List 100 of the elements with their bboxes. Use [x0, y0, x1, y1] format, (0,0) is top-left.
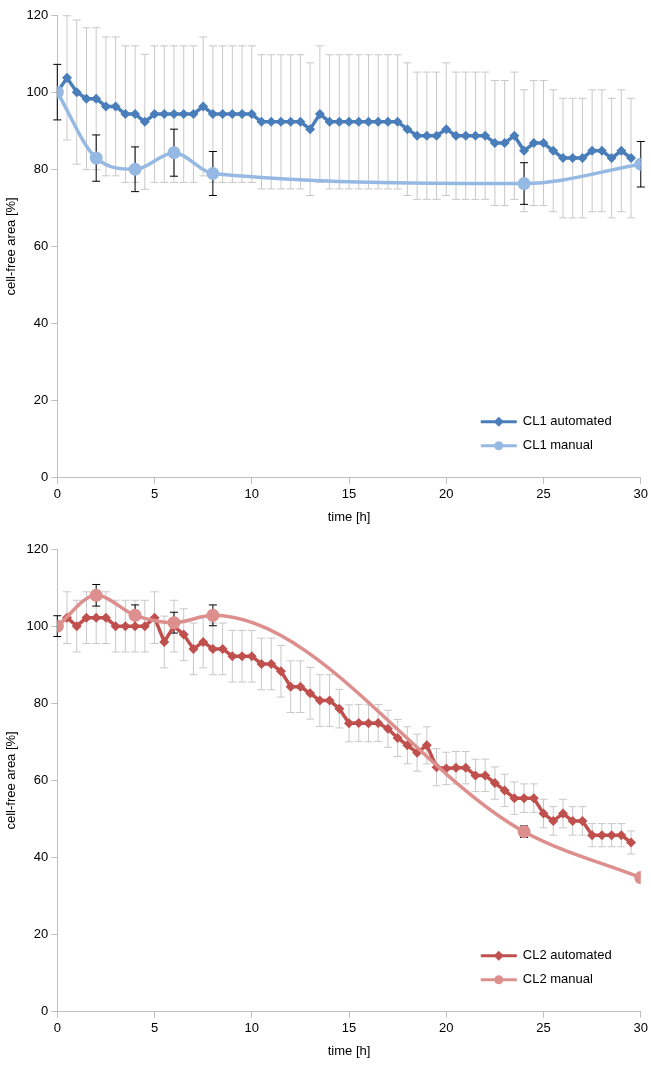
x-tick-label: 0 — [53, 1020, 61, 1036]
point — [489, 138, 500, 149]
x-tick-label: 15 — [341, 1020, 357, 1036]
point — [402, 124, 413, 135]
y-tick-label: 0 — [41, 469, 49, 485]
y-axis-title: cell-free area [%] — [3, 731, 19, 830]
y-tick-label: 0 — [41, 1003, 49, 1019]
y-axis-title: cell-free area [%] — [3, 197, 19, 296]
point — [557, 153, 568, 164]
x-tick-label: 20 — [439, 486, 454, 502]
y-tick-label: 80 — [33, 160, 49, 176]
point — [207, 109, 218, 120]
x-tick-label: 20 — [439, 1020, 454, 1036]
point — [305, 688, 316, 699]
y-tick-label: 40 — [33, 849, 49, 865]
y-tick-label: 60 — [33, 237, 49, 253]
x-axis-title: time [h] — [327, 1042, 371, 1058]
point — [71, 621, 82, 632]
point — [577, 815, 588, 826]
x-tick-label: 5 — [150, 1020, 159, 1036]
point — [480, 130, 491, 141]
point — [198, 101, 209, 112]
y-tick-label: 100 — [26, 617, 49, 633]
point — [91, 93, 102, 104]
point — [567, 815, 578, 826]
point — [480, 770, 491, 781]
point — [517, 177, 531, 191]
legend-label: CL2 manual — [522, 971, 593, 987]
point — [557, 808, 568, 819]
y-tick-label: 120 — [26, 540, 49, 556]
x-tick-label: 30 — [633, 486, 648, 502]
point — [314, 109, 325, 120]
point — [128, 162, 142, 176]
point — [139, 116, 150, 127]
legend-label: CL1 manual — [522, 437, 593, 453]
point — [626, 153, 637, 164]
y-tick-label: 120 — [26, 6, 49, 22]
point — [206, 167, 220, 181]
point — [198, 636, 209, 647]
point — [314, 695, 325, 706]
y-tick-label: 40 — [33, 315, 49, 331]
point — [89, 588, 103, 602]
y-tick-label: 80 — [33, 694, 49, 710]
point — [167, 146, 181, 160]
point — [89, 151, 103, 165]
point — [519, 145, 530, 156]
point — [167, 616, 181, 630]
point — [441, 124, 452, 135]
point — [188, 643, 199, 654]
y-tick-label: 20 — [33, 392, 49, 408]
y-tick-label: 60 — [33, 771, 49, 787]
point — [266, 658, 277, 669]
point — [606, 153, 617, 164]
point — [206, 608, 220, 622]
point — [110, 621, 121, 632]
point — [489, 778, 500, 789]
point — [149, 109, 160, 120]
point — [616, 830, 627, 841]
x-tick-label: 5 — [150, 486, 159, 502]
point — [71, 87, 82, 98]
point — [295, 116, 306, 127]
point — [538, 808, 549, 819]
point — [130, 109, 141, 120]
point — [509, 130, 520, 141]
point — [382, 723, 393, 734]
point — [207, 643, 218, 654]
point — [538, 138, 549, 149]
point — [159, 636, 170, 647]
point — [392, 732, 403, 743]
point — [548, 815, 559, 826]
point — [528, 138, 539, 149]
legend-label: CL2 automated — [522, 947, 612, 963]
point — [62, 72, 73, 83]
point — [451, 130, 461, 141]
y-tick-label: 100 — [26, 83, 49, 99]
point — [626, 837, 637, 848]
x-tick-label: 15 — [341, 486, 357, 502]
x-tick-label: 30 — [633, 1020, 648, 1036]
point — [285, 681, 296, 692]
point — [128, 608, 142, 622]
point — [451, 762, 461, 773]
legend-label: CL1 automated — [522, 413, 612, 429]
point — [421, 740, 432, 751]
x-axis-title: time [h] — [327, 508, 371, 524]
point — [188, 109, 199, 120]
x-tick-label: 10 — [244, 486, 260, 502]
point — [402, 740, 413, 751]
y-tick-label: 20 — [33, 926, 49, 942]
x-tick-label: 25 — [536, 486, 551, 502]
point — [499, 785, 510, 796]
point — [334, 703, 345, 714]
point — [548, 145, 559, 156]
point — [616, 145, 627, 156]
point — [100, 101, 111, 112]
point — [178, 629, 189, 640]
x-tick-label: 0 — [53, 486, 61, 502]
x-tick-label: 10 — [244, 1020, 260, 1036]
point — [373, 717, 384, 728]
point — [577, 153, 588, 164]
point — [275, 666, 286, 677]
